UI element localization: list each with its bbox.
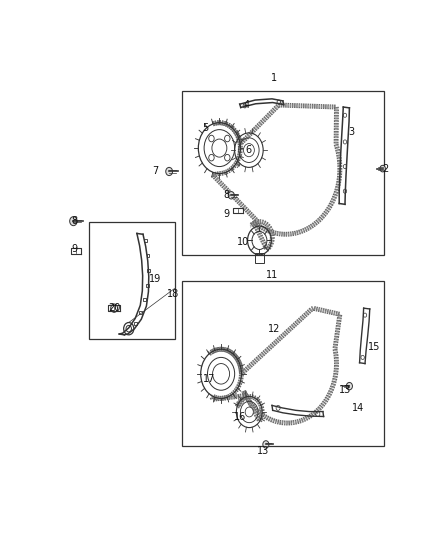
Text: 12: 12 bbox=[268, 324, 280, 334]
Bar bbox=[88, 222, 175, 339]
Text: 1: 1 bbox=[271, 74, 277, 83]
Text: 18: 18 bbox=[167, 289, 180, 299]
Circle shape bbox=[166, 167, 173, 175]
Text: 19: 19 bbox=[149, 274, 161, 285]
Text: 13: 13 bbox=[258, 446, 270, 456]
Text: 9: 9 bbox=[71, 245, 77, 254]
Bar bbox=[182, 281, 384, 446]
Circle shape bbox=[228, 191, 234, 199]
Text: 16: 16 bbox=[233, 412, 246, 422]
Text: 11: 11 bbox=[266, 270, 278, 279]
Bar bbox=[134, 322, 137, 325]
Text: 13: 13 bbox=[339, 385, 351, 395]
Circle shape bbox=[70, 216, 77, 225]
Bar bbox=[182, 91, 384, 255]
Bar bbox=[255, 253, 264, 263]
Bar bbox=[139, 311, 141, 314]
Circle shape bbox=[245, 407, 253, 417]
Text: 4: 4 bbox=[244, 100, 250, 110]
Text: 17: 17 bbox=[203, 374, 215, 384]
Text: 7: 7 bbox=[152, 166, 158, 176]
Text: 8: 8 bbox=[71, 216, 77, 226]
Bar bbox=[143, 298, 146, 301]
Text: 20: 20 bbox=[108, 303, 120, 313]
Bar bbox=[146, 284, 149, 287]
Bar bbox=[147, 269, 150, 272]
Circle shape bbox=[263, 441, 269, 448]
Text: 15: 15 bbox=[367, 342, 380, 352]
Bar bbox=[147, 254, 149, 257]
Text: 3: 3 bbox=[349, 127, 355, 136]
Text: 6: 6 bbox=[245, 145, 251, 155]
Text: 5: 5 bbox=[203, 123, 209, 133]
Text: 2: 2 bbox=[382, 164, 389, 174]
Circle shape bbox=[244, 143, 254, 157]
Circle shape bbox=[346, 383, 353, 390]
Circle shape bbox=[212, 364, 230, 384]
Bar bbox=[145, 239, 147, 242]
Circle shape bbox=[212, 139, 227, 157]
Text: 14: 14 bbox=[353, 403, 365, 413]
Text: 8: 8 bbox=[223, 190, 229, 200]
Circle shape bbox=[380, 165, 385, 172]
Text: 9: 9 bbox=[223, 209, 229, 219]
Text: 10: 10 bbox=[237, 238, 249, 247]
